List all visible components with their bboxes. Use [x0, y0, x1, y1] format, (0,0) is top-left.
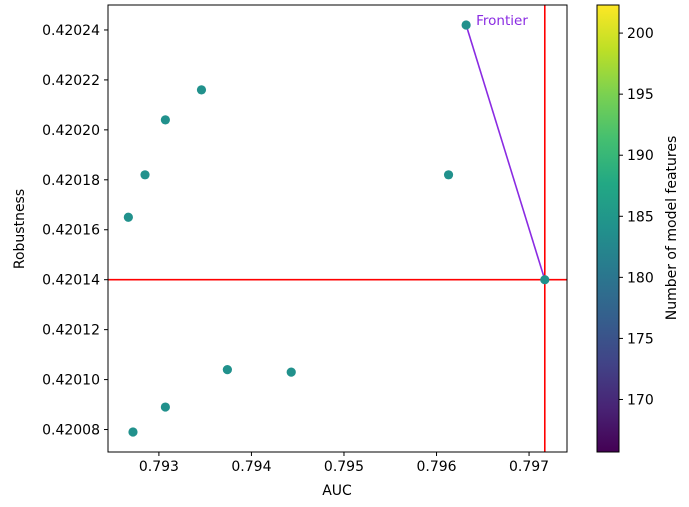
- y-tick-label: 0.42014: [42, 273, 100, 289]
- scatter-point-1: [160, 402, 170, 412]
- colorbar-frame: [596, 4, 620, 453]
- y-tick-label: 0.42020: [42, 123, 100, 139]
- x-tick-label: 0.795: [324, 459, 364, 475]
- y-tick-label: 0.42012: [42, 323, 100, 339]
- y-axis-label: Robustness: [12, 189, 28, 269]
- frontier-line: [465, 24, 546, 280]
- scatter-point-9: [461, 20, 471, 30]
- y-tick-label: 0.42024: [42, 23, 100, 39]
- colorbar-tick-label: 190: [627, 148, 654, 164]
- scatter-point-5: [140, 170, 150, 180]
- colorbar-label: Number of model features: [664, 136, 680, 321]
- scatter-point-0: [128, 427, 138, 437]
- colorbar-tick-label: 170: [627, 392, 654, 408]
- frontier-label: Frontier: [476, 13, 528, 29]
- x-axis-label: AUC: [322, 483, 352, 499]
- x-tick-label: 0.797: [509, 459, 549, 475]
- scatter-point-4: [123, 212, 133, 222]
- colorbar-tick-label: 195: [627, 87, 654, 103]
- colorbar: 170 175 180 185 190 195 200: [596, 4, 654, 453]
- scatter-point-10: [540, 275, 550, 285]
- y-tick-label: 0.42016: [42, 223, 100, 239]
- y-tick-label: 0.42018: [42, 173, 100, 189]
- plot-content: [108, 5, 567, 452]
- x-tick-label: 0.793: [139, 459, 179, 475]
- scatter-point-8: [443, 170, 454, 180]
- y-tick-label: 0.42010: [42, 373, 100, 389]
- y-tick-label: 0.42008: [42, 423, 100, 439]
- colorbar-tick-label: 185: [627, 209, 654, 225]
- colorbar-tick-label: 180: [627, 270, 654, 286]
- plot-area: Frontier 0.793 0.794 0.795 0.796 0.797 0.42008…: [42, 4, 568, 475]
- colorbar-tick-label: 200: [627, 26, 654, 42]
- scatter-point-2: [222, 364, 232, 375]
- x-tick-label: 0.796: [416, 459, 456, 475]
- scatter-point-7: [196, 85, 207, 95]
- x-tick-label: 0.794: [231, 459, 271, 475]
- colorbar-tick-label: 175: [627, 331, 654, 347]
- plot-frame: [107, 4, 568, 453]
- scatter-point-6: [160, 115, 170, 125]
- colorbar-gradient: [597, 5, 619, 452]
- scatter-point-3: [286, 367, 296, 377]
- y-tick-label: 0.42022: [42, 73, 100, 89]
